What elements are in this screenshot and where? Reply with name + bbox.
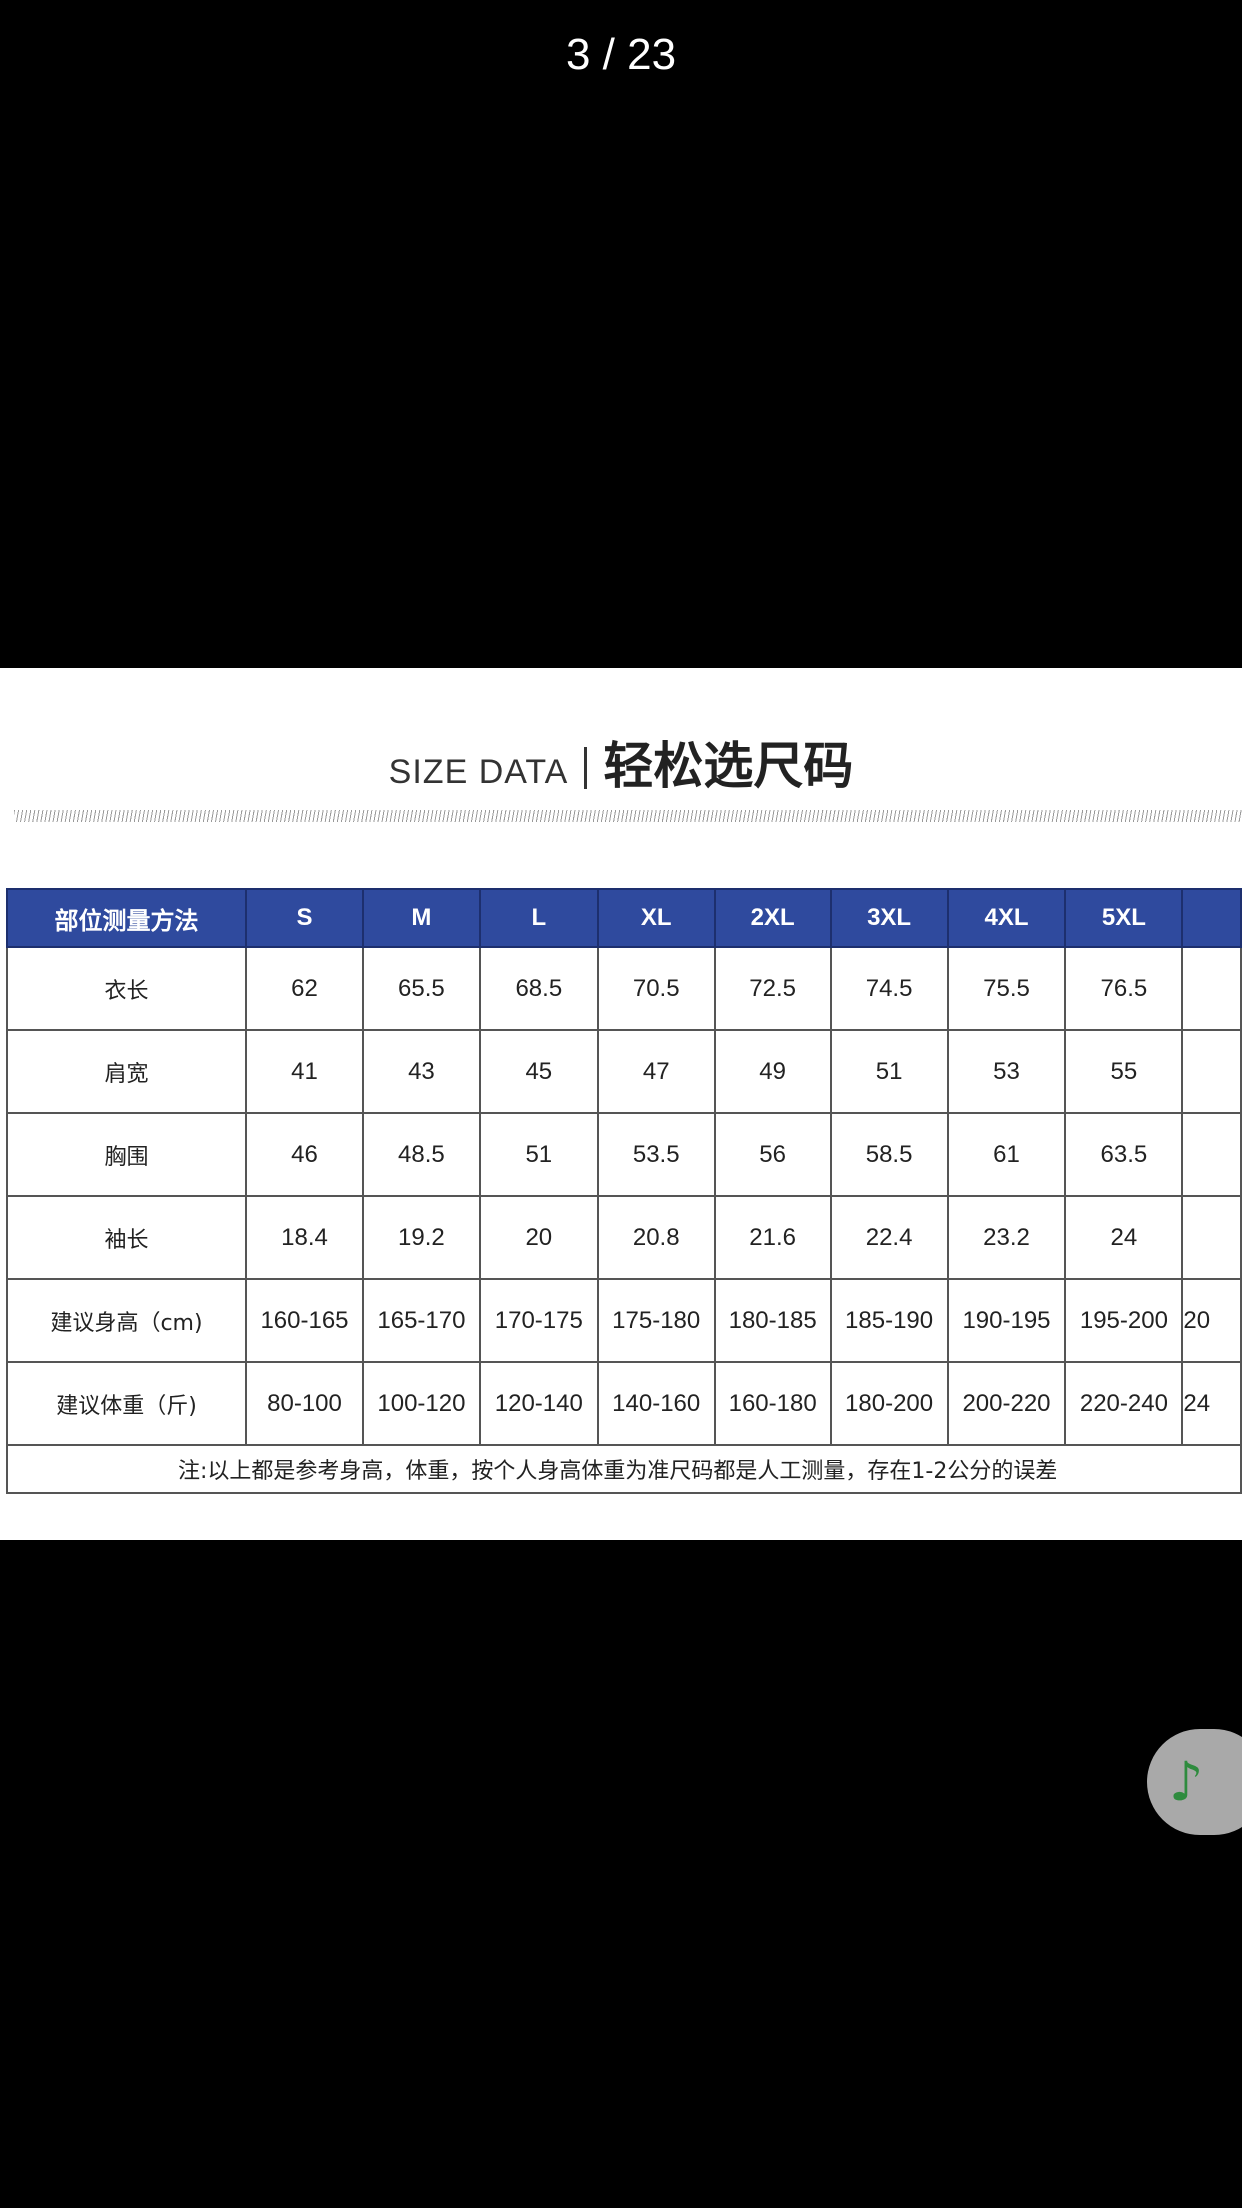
- table-cell: 20: [478, 1195, 599, 1280]
- table-cell: 53: [946, 1029, 1067, 1114]
- table-cell: 160-165: [245, 1278, 364, 1363]
- table-row: 建议身高（cm) 160-165 165-170 170-175 175-180 180-…: [5, 1278, 1242, 1363]
- header-cell: M: [361, 888, 481, 948]
- table-cell: 48.5: [361, 1112, 481, 1197]
- title-divider: [584, 747, 588, 789]
- size-chart-image: SIZE DATA 轻松选尺码 部位测量方法 S M L XL 2XL 3XL 4XL 5XL 衣…: [0, 668, 1242, 1540]
- table-cell: 19.2: [361, 1195, 481, 1280]
- header-cell: 2XL: [713, 888, 832, 948]
- table-cell: 20: [1181, 1278, 1242, 1363]
- row-label: 胸围: [5, 1112, 248, 1197]
- table-cell: 180-185: [713, 1278, 832, 1363]
- table-row: 肩宽 41 43 45 47 49 51 53 55: [5, 1029, 1242, 1114]
- table-cell: 20.8: [596, 1195, 716, 1280]
- table-cell: 53.5: [596, 1112, 716, 1197]
- music-button[interactable]: ♪: [1147, 1729, 1242, 1835]
- table-cell: 18.4: [245, 1195, 364, 1280]
- table-cell: 170-175: [478, 1278, 599, 1363]
- table-cell: 51: [829, 1029, 949, 1114]
- table-cell: 140-160: [596, 1361, 716, 1446]
- table-row: 建议体重（斤) 80-100 100-120 120-140 140-160 160-18…: [5, 1361, 1242, 1446]
- table-cell: 68.5: [478, 946, 599, 1031]
- table-cell: 65.5: [361, 946, 481, 1031]
- table-cell: 175-180: [596, 1278, 716, 1363]
- table-cell: 22.4: [829, 1195, 949, 1280]
- table-cell: 70.5: [596, 946, 716, 1031]
- title-zh: 轻松选尺码: [603, 737, 854, 795]
- table-cell: 180-200: [829, 1361, 949, 1446]
- title-en: SIZE DATA: [388, 753, 569, 791]
- table-cell: 74.5: [829, 946, 949, 1031]
- table-cell: 100-120: [361, 1361, 481, 1446]
- table-row: 袖长 18.4 19.2 20 20.8 21.6 22.4 23.2 24: [5, 1195, 1242, 1280]
- table-cell: 160-180: [713, 1361, 832, 1446]
- table-cell: 23.2: [946, 1195, 1067, 1280]
- hatch-divider: [14, 810, 1242, 822]
- music-note-icon: ♪: [1169, 1750, 1204, 1813]
- row-label: 建议体重（斤): [5, 1361, 248, 1446]
- table-cell: [1181, 1112, 1242, 1197]
- header-cell: 3XL: [829, 888, 949, 948]
- table-cell: 165-170: [361, 1278, 481, 1363]
- table-cell: 61: [946, 1112, 1067, 1197]
- table-header: 部位测量方法 S M L XL 2XL 3XL 4XL 5XL: [5, 888, 1242, 948]
- table-cell: 75.5: [946, 946, 1067, 1031]
- table-cell: [1181, 1195, 1242, 1280]
- header-cell: 4XL: [946, 888, 1067, 948]
- header-cell: L: [478, 888, 599, 948]
- table-row: 衣长 62 65.5 68.5 70.5 72.5 74.5 75.5 76.5: [5, 946, 1242, 1031]
- page-counter: 3 / 23: [565, 30, 677, 79]
- table-cell: 24: [1181, 1361, 1242, 1446]
- table-cell: 49: [713, 1029, 832, 1114]
- table-cell: 55: [1064, 1029, 1184, 1114]
- table-cell: 58.5: [829, 1112, 949, 1197]
- table-cell: 63.5: [1064, 1112, 1184, 1197]
- table-cell: [1181, 1029, 1242, 1114]
- table-cell: 51: [478, 1112, 599, 1197]
- header-cell: S: [245, 888, 364, 948]
- header-cell: 部位测量方法: [5, 888, 248, 948]
- row-label: 衣长: [5, 946, 248, 1031]
- row-label: 肩宽: [5, 1029, 248, 1114]
- table-cell: 41: [245, 1029, 364, 1114]
- table-cell: [1181, 946, 1242, 1031]
- table-cell: 56: [713, 1112, 832, 1197]
- table-cell: 190-195: [946, 1278, 1067, 1363]
- table-cell: 43: [361, 1029, 481, 1114]
- table-cell: 62: [245, 946, 364, 1031]
- row-label: 建议身高（cm): [5, 1278, 248, 1363]
- size-table: 部位测量方法 S M L XL 2XL 3XL 4XL 5XL 衣长 62 65.5 68.5 70.5…: [5, 888, 1242, 1494]
- table-cell: 21.6: [713, 1195, 832, 1280]
- table-cell: 72.5: [713, 946, 832, 1031]
- header-cell: XL: [596, 888, 716, 948]
- table-cell: 200-220: [946, 1361, 1067, 1446]
- table-row: 胸围 46 48.5 51 53.5 56 58.5 61 63.5: [5, 1112, 1242, 1197]
- chart-title: SIZE DATA 轻松选尺码: [0, 726, 1242, 798]
- table-cell: 47: [596, 1029, 716, 1114]
- header-cell: 5XL: [1064, 888, 1184, 948]
- table-cell: 195-200: [1064, 1278, 1184, 1363]
- table-cell: 46: [245, 1112, 364, 1197]
- header-cell: [1181, 888, 1242, 948]
- table-note: 注:以上都是参考身高，体重，按个人身高体重为准尺码都是人工测量，存在1-2公分的…: [6, 1445, 1242, 1494]
- table-cell: 24: [1064, 1195, 1184, 1280]
- table-cell: 185-190: [829, 1278, 949, 1363]
- table-cell: 76.5: [1064, 946, 1184, 1031]
- table-cell: 120-140: [478, 1361, 599, 1446]
- table-cell: 220-240: [1064, 1361, 1184, 1446]
- row-label: 袖长: [5, 1195, 248, 1280]
- table-cell: 45: [478, 1029, 599, 1114]
- table-cell: 80-100: [245, 1361, 364, 1446]
